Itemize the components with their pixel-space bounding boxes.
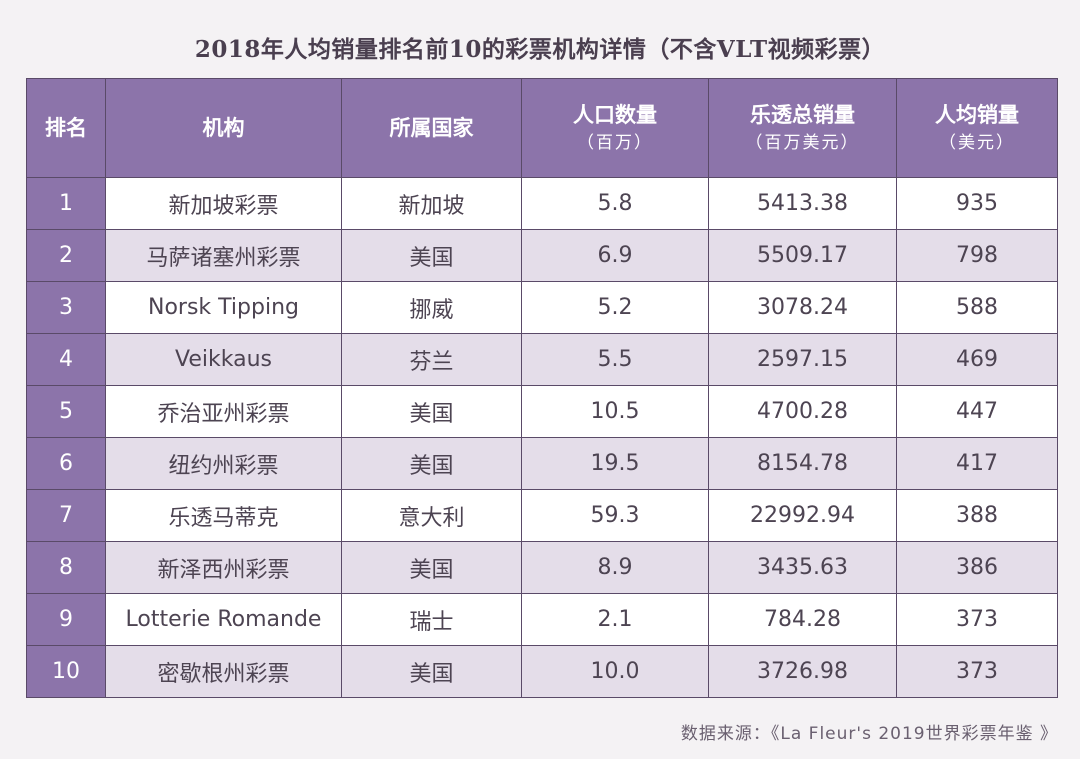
cell-population: 6.9 bbox=[521, 229, 709, 282]
cell-sales: 4700.28 bbox=[708, 385, 897, 438]
cell-org: 乔治亚州彩票 bbox=[105, 385, 342, 438]
cell-per-capita: 417 bbox=[896, 437, 1058, 490]
cell-population: 2.1 bbox=[521, 593, 709, 646]
cell-per-capita: 386 bbox=[896, 541, 1058, 594]
cell-org: Norsk Tipping bbox=[105, 281, 342, 334]
table-row: 7 乐透马蒂克 意大利 59.3 22992.94 388 bbox=[26, 489, 1058, 542]
table-row: 5 乔治亚州彩票 美国 10.5 4700.28 447 bbox=[26, 385, 1058, 438]
header-population: 人口数量 （百万） bbox=[521, 78, 709, 178]
cell-org: 新加坡彩票 bbox=[105, 177, 342, 230]
cell-sales: 5509.17 bbox=[708, 229, 897, 282]
cell-sales: 22992.94 bbox=[708, 489, 897, 542]
table-header-row: 排名 机构 所属国家 人口数量 （百万） 乐透总销量 （百万美元） 人均销量 （… bbox=[26, 78, 1058, 178]
cell-rank: 2 bbox=[26, 229, 106, 282]
cell-rank: 9 bbox=[26, 593, 106, 646]
header-per-capita-unit: （美元） bbox=[939, 132, 1015, 153]
cell-org: 新泽西州彩票 bbox=[105, 541, 342, 594]
cell-sales: 784.28 bbox=[708, 593, 897, 646]
header-per-capita: 人均销量 （美元） bbox=[896, 78, 1058, 178]
header-sales-unit: （百万美元） bbox=[745, 132, 860, 153]
cell-org: Veikkaus bbox=[105, 333, 342, 386]
cell-rank: 5 bbox=[26, 385, 106, 438]
cell-rank: 6 bbox=[26, 437, 106, 490]
cell-country: 美国 bbox=[341, 437, 522, 490]
table-row: 9 Lotterie Romande 瑞士 2.1 784.28 373 bbox=[26, 593, 1058, 646]
cell-country: 瑞士 bbox=[341, 593, 522, 646]
cell-per-capita: 588 bbox=[896, 281, 1058, 334]
table-title: 2018年人均销量排名前10的彩票机构详情（不含VLT视频彩票） bbox=[194, 36, 886, 63]
cell-per-capita: 469 bbox=[896, 333, 1058, 386]
cell-population: 10.0 bbox=[521, 645, 709, 698]
cell-sales: 5413.38 bbox=[708, 177, 897, 230]
cell-population: 19.5 bbox=[521, 437, 709, 490]
cell-rank: 8 bbox=[26, 541, 106, 594]
cell-per-capita: 373 bbox=[896, 593, 1058, 646]
cell-org: Lotterie Romande bbox=[105, 593, 342, 646]
cell-population: 10.5 bbox=[521, 385, 709, 438]
cell-country: 意大利 bbox=[341, 489, 522, 542]
cell-country: 美国 bbox=[341, 229, 522, 282]
cell-per-capita: 388 bbox=[896, 489, 1058, 542]
lottery-table: 排名 机构 所属国家 人口数量 （百万） 乐透总销量 （百万美元） 人均销量 （… bbox=[26, 78, 1058, 698]
table-row: 6 纽约州彩票 美国 19.5 8154.78 417 bbox=[26, 437, 1058, 490]
cell-sales: 3435.63 bbox=[708, 541, 897, 594]
cell-population: 8.9 bbox=[521, 541, 709, 594]
cell-org: 马萨诸塞州彩票 bbox=[105, 229, 342, 282]
cell-rank: 4 bbox=[26, 333, 106, 386]
cell-per-capita: 935 bbox=[896, 177, 1058, 230]
header-sales: 乐透总销量 （百万美元） bbox=[708, 78, 897, 178]
header-population-label: 人口数量 bbox=[573, 103, 657, 128]
source-note: 数据来源：《La Fleur's 2019世界彩票年鉴 》 bbox=[680, 724, 1058, 744]
cell-per-capita: 798 bbox=[896, 229, 1058, 282]
cell-country: 美国 bbox=[341, 385, 522, 438]
cell-org: 密歇根州彩票 bbox=[105, 645, 342, 698]
cell-org: 乐透马蒂克 bbox=[105, 489, 342, 542]
cell-population: 59.3 bbox=[521, 489, 709, 542]
cell-country: 美国 bbox=[341, 645, 522, 698]
cell-rank: 3 bbox=[26, 281, 106, 334]
header-country: 所属国家 bbox=[341, 78, 522, 178]
cell-per-capita: 447 bbox=[896, 385, 1058, 438]
cell-population: 5.8 bbox=[521, 177, 709, 230]
cell-per-capita: 373 bbox=[896, 645, 1058, 698]
table-row: 8 新泽西州彩票 美国 8.9 3435.63 386 bbox=[26, 541, 1058, 594]
header-org: 机构 bbox=[105, 78, 342, 178]
table-row: 1 新加坡彩票 新加坡 5.8 5413.38 935 bbox=[26, 177, 1058, 230]
cell-country: 新加坡 bbox=[341, 177, 522, 230]
cell-org: 纽约州彩票 bbox=[105, 437, 342, 490]
table-row: 2 马萨诸塞州彩票 美国 6.9 5509.17 798 bbox=[26, 229, 1058, 282]
cell-sales: 2597.15 bbox=[708, 333, 897, 386]
table-row: 10 密歇根州彩票 美国 10.0 3726.98 373 bbox=[26, 645, 1058, 698]
table-row: 4 Veikkaus 芬兰 5.5 2597.15 469 bbox=[26, 333, 1058, 386]
cell-country: 美国 bbox=[341, 541, 522, 594]
cell-rank: 1 bbox=[26, 177, 106, 230]
header-per-capita-label: 人均销量 bbox=[935, 103, 1019, 128]
cell-rank: 10 bbox=[26, 645, 106, 698]
cell-country: 挪威 bbox=[341, 281, 522, 334]
header-rank: 排名 bbox=[26, 78, 106, 178]
table-row: 3 Norsk Tipping 挪威 5.2 3078.24 588 bbox=[26, 281, 1058, 334]
header-population-unit: （百万） bbox=[577, 132, 653, 153]
cell-sales: 3078.24 bbox=[708, 281, 897, 334]
cell-sales: 3726.98 bbox=[708, 645, 897, 698]
cell-population: 5.2 bbox=[521, 281, 709, 334]
header-sales-label: 乐透总销量 bbox=[750, 103, 855, 128]
cell-population: 5.5 bbox=[521, 333, 709, 386]
cell-country: 芬兰 bbox=[341, 333, 522, 386]
cell-sales: 8154.78 bbox=[708, 437, 897, 490]
cell-rank: 7 bbox=[26, 489, 106, 542]
